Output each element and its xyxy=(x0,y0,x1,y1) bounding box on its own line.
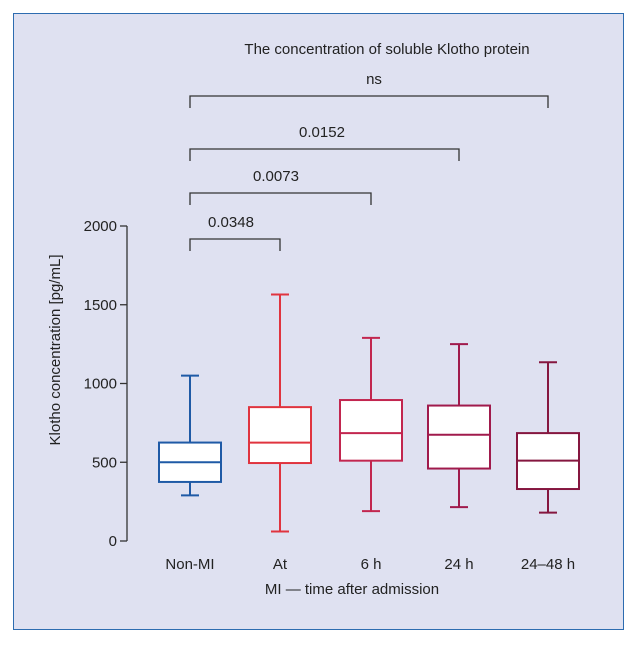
x-tick-label: 24 h xyxy=(444,556,473,573)
significance-bracket xyxy=(189,95,549,108)
significance-label: 0.0073 xyxy=(253,168,299,185)
significance-bracket xyxy=(189,192,372,205)
x-tick-label: 24–48 h xyxy=(521,556,575,573)
x-axis-label: MI — time after admission xyxy=(265,581,439,598)
significance-bracket xyxy=(189,148,460,161)
y-axis-label: Klotho concentration [pg/mL] xyxy=(47,255,64,446)
box-iqr xyxy=(248,406,312,465)
chart-title: The concentration of soluble Klotho prot… xyxy=(244,41,529,58)
chart-frame xyxy=(13,13,624,630)
box-iqr xyxy=(339,399,403,462)
x-tick-label: 6 h xyxy=(361,556,382,573)
y-tick-label: 1000 xyxy=(84,376,117,393)
x-tick-label: Non-MI xyxy=(165,556,214,573)
significance-label: 0.0152 xyxy=(299,124,345,141)
significance-bracket xyxy=(189,238,281,251)
y-tick-label: 2000 xyxy=(84,218,117,235)
significance-label: 0.0348 xyxy=(208,214,254,231)
x-tick-label: At xyxy=(273,556,288,573)
y-tick-label: 0 xyxy=(109,533,117,550)
y-tick-label: 500 xyxy=(92,454,117,471)
significance-label: ns xyxy=(366,71,382,88)
box-iqr xyxy=(427,404,491,470)
y-tick-label: 1500 xyxy=(84,297,117,314)
